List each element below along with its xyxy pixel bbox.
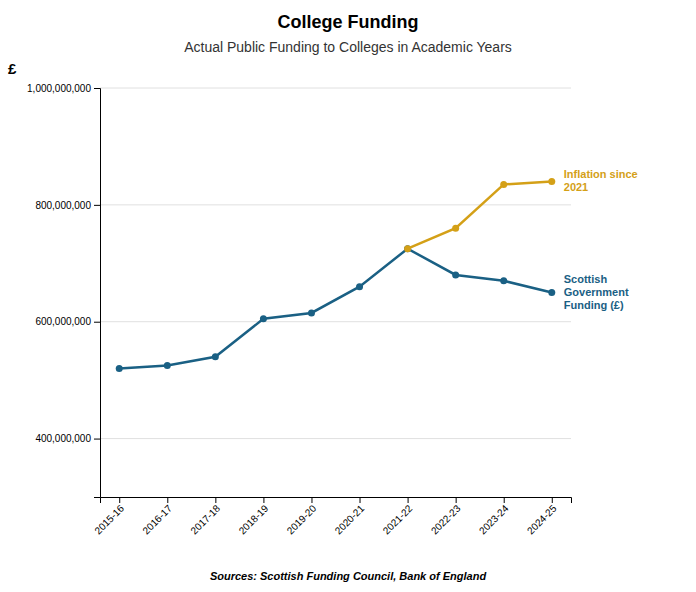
x-tick-label: 2019-20 xyxy=(285,502,319,536)
series-point xyxy=(548,289,555,296)
y-tick-label: 1,000,000,000 xyxy=(27,83,91,94)
x-tick: 2023-24 xyxy=(477,497,511,536)
x-tick-mark xyxy=(263,497,264,503)
x-tick: 2021-22 xyxy=(381,497,415,536)
chart: College Funding Actual Public Funding to … xyxy=(0,0,696,592)
y-tick-label: 600,000,000 xyxy=(35,316,91,327)
x-tick-mark xyxy=(456,497,457,503)
x-tick: 2022-23 xyxy=(429,497,463,536)
x-tick-mark xyxy=(167,497,168,503)
x-tick-label: 2016-17 xyxy=(140,502,174,536)
y-tick: 1,000,000,000 xyxy=(27,83,100,94)
series-point xyxy=(404,245,411,252)
line-labels: ScottishGovernmentFunding (£) Inflation s… xyxy=(564,168,638,311)
subtitle: Actual Public Funding to Colleges in Aca… xyxy=(184,39,512,55)
x-tick-mark xyxy=(408,497,409,503)
x-tick: 2015-16 xyxy=(92,497,126,536)
x-tick: 2019-20 xyxy=(285,497,319,536)
x-tick-label: 2022-23 xyxy=(429,502,463,536)
grid xyxy=(100,88,571,439)
x-axis-line xyxy=(101,498,572,504)
y-tick-mark xyxy=(94,88,100,89)
series-point xyxy=(548,178,555,185)
x-tick-label: 2015-16 xyxy=(92,502,126,536)
series-point xyxy=(452,271,459,278)
y-axis: 400,000,000 600,000,000 800,000,000 1,000,0… xyxy=(27,83,100,498)
x-tick-mark xyxy=(504,497,505,503)
grid-line xyxy=(100,204,571,205)
marks xyxy=(116,178,556,372)
series-point xyxy=(212,353,219,360)
y-tick-label: 800,000,000 xyxy=(35,200,91,211)
series-point xyxy=(356,283,363,290)
x-tick: 2016-17 xyxy=(140,497,174,536)
series-point xyxy=(116,365,123,372)
series-point xyxy=(500,277,507,284)
series-point xyxy=(164,362,171,369)
title: College Funding xyxy=(278,12,419,32)
x-tick-mark xyxy=(311,497,312,503)
y-tick-mark xyxy=(94,439,100,440)
x-tick-label: 2023-24 xyxy=(477,502,511,536)
source: Sources: Scottish Funding Council, Bank … xyxy=(210,570,487,582)
series-point xyxy=(308,309,315,316)
series-line xyxy=(408,181,552,248)
series-point xyxy=(500,181,507,188)
grid-line xyxy=(100,88,571,89)
x-tick: 2018-19 xyxy=(237,497,271,536)
series-label: Inflation since2021 xyxy=(564,168,638,193)
x-tick: 2024-25 xyxy=(525,497,559,536)
y-tick: 400,000,000 xyxy=(35,433,100,444)
y-tick-mark xyxy=(94,322,100,323)
x-tick-label: 2020-21 xyxy=(333,502,367,536)
x-tick-label: 2017-18 xyxy=(188,502,222,536)
series-point xyxy=(260,315,267,322)
y-tick: 800,000,000 xyxy=(35,200,100,211)
grid-line xyxy=(100,438,571,439)
y-tick-label: 400,000,000 xyxy=(35,433,91,444)
series-point xyxy=(404,245,411,252)
x-tick-mark xyxy=(360,497,361,503)
x-axis: 2015-16 2016-17 2017-18 2018-19 2019-20 2020-… xyxy=(92,497,571,536)
series-point xyxy=(452,225,459,232)
series-label: ScottishGovernmentFunding (£) xyxy=(564,272,629,310)
series-line xyxy=(119,249,552,369)
x-tick-label: 2024-25 xyxy=(525,502,559,536)
x-tick: 2017-18 xyxy=(188,497,222,536)
x-tick-label: 2021-22 xyxy=(381,502,415,536)
x-tick-mark xyxy=(552,497,553,503)
grid-line xyxy=(100,321,571,322)
x-tick-mark xyxy=(119,497,120,503)
x-tick-mark xyxy=(215,497,216,503)
plot: 400,000,000 600,000,000 800,000,000 1,000,0… xyxy=(27,83,638,537)
y-tick-mark xyxy=(94,205,100,206)
y-axis-line xyxy=(94,89,101,498)
y-tick: 600,000,000 xyxy=(35,316,100,327)
x-tick-label: 2018-19 xyxy=(237,502,271,536)
y-axis-label: £ xyxy=(8,60,17,77)
x-tick: 2020-21 xyxy=(333,497,367,536)
